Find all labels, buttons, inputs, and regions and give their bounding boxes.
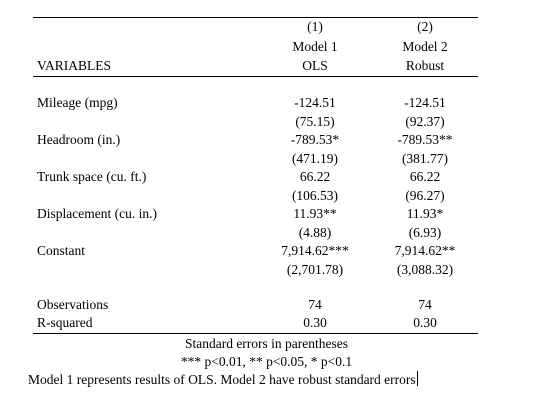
row-label-trunk-space: Trunk space (cu. ft.) <box>37 169 147 184</box>
coef-model2-constant: 7,914.62** <box>394 243 456 258</box>
se-model1-trunk-space: (106.53) <box>291 188 339 203</box>
text-cursor <box>416 371 418 386</box>
row-label-headroom: Headroom (in.) <box>37 132 121 147</box>
row-label-mileage: Mileage (mpg) <box>37 95 118 110</box>
model-method-2: Robust <box>405 58 445 73</box>
coef-model2-mileage: -124.51 <box>404 95 446 110</box>
stat-label-observations: Observations <box>37 297 109 312</box>
note-significance-levels: *** p<0.01, ** p<0.05, * p<0.1 <box>180 354 353 369</box>
stat-model1-observations: 74 <box>308 297 322 312</box>
coef-model2-headroom: -789.53** <box>397 132 453 147</box>
model-method-1: OLS <box>302 58 328 73</box>
coef-model1-headroom: -789.53* <box>290 132 340 147</box>
model-name-1: Model 1 <box>292 39 338 54</box>
stat-label-r-squared: R-squared <box>37 315 93 330</box>
note-model-description: Model 1 represents results of OLS. Model… <box>28 371 418 389</box>
variables-header: VARIABLES <box>37 58 112 73</box>
stat-model1-r-squared: 0.30 <box>303 315 327 330</box>
se-model1-displacement: (4.88) <box>298 225 332 240</box>
se-model1-mileage: (75.15) <box>295 114 335 129</box>
table-top-rule <box>33 17 478 18</box>
note-model-description-text: Model 1 represents results of OLS. Model… <box>28 372 416 387</box>
stat-model2-observations: 74 <box>418 297 432 312</box>
se-model2-constant: (3,088.32) <box>396 262 454 277</box>
column-number-2: (2) <box>417 19 433 34</box>
coef-model1-mileage: -124.51 <box>294 95 336 110</box>
se-model2-mileage: (92.37) <box>405 114 445 129</box>
coef-model2-trunk-space: 66.22 <box>409 169 441 184</box>
se-model1-headroom: (471.19) <box>291 151 339 166</box>
coef-model1-displacement: 11.93** <box>293 206 337 221</box>
se-model1-constant: (2,701.78) <box>286 262 344 277</box>
table-bottom-rule <box>33 333 478 334</box>
model-name-2: Model 2 <box>402 39 448 54</box>
column-number-1: (1) <box>307 19 323 34</box>
coef-model1-constant: 7,914.62*** <box>281 243 349 258</box>
row-label-displacement: Displacement (cu. in.) <box>37 206 157 221</box>
se-model2-trunk-space: (96.27) <box>405 188 445 203</box>
stat-model2-r-squared: 0.30 <box>413 315 437 330</box>
se-model2-displacement: (6.93) <box>408 225 442 240</box>
row-label-constant: Constant <box>37 243 86 258</box>
note-standard-errors: Standard errors in parentheses <box>184 336 349 351</box>
coef-model2-displacement: 11.93* <box>406 206 444 221</box>
coef-model1-trunk-space: 66.22 <box>299 169 331 184</box>
header-bottom-rule <box>33 76 478 77</box>
se-model2-headroom: (381.77) <box>401 151 449 166</box>
